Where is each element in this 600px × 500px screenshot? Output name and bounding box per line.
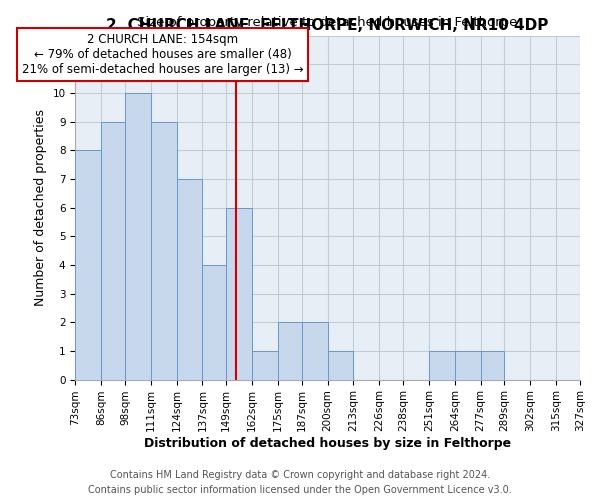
Bar [252, 351, 278, 380]
Bar [75, 150, 101, 380]
Bar [302, 322, 328, 380]
Title: 2, CHURCH LANE, FELTHORPE, NORWICH, NR10 4DP: 2, CHURCH LANE, FELTHORPE, NORWICH, NR10… [106, 18, 549, 33]
Bar [101, 122, 125, 380]
Bar [429, 351, 455, 380]
Bar [176, 179, 202, 380]
Bar [226, 208, 252, 380]
Text: Contains HM Land Registry data © Crown copyright and database right 2024.
Contai: Contains HM Land Registry data © Crown c… [88, 470, 512, 495]
Bar [202, 265, 226, 380]
Bar [455, 351, 481, 380]
Text: Size of property relative to detached houses in Felthorpe: Size of property relative to detached ho… [137, 16, 518, 29]
Bar [481, 351, 505, 380]
Text: 2 CHURCH LANE: 154sqm
← 79% of detached houses are smaller (48)
21% of semi-deta: 2 CHURCH LANE: 154sqm ← 79% of detached … [22, 33, 304, 76]
Bar [125, 93, 151, 380]
Y-axis label: Number of detached properties: Number of detached properties [34, 109, 47, 306]
Bar [328, 351, 353, 380]
X-axis label: Distribution of detached houses by size in Felthorpe: Distribution of detached houses by size … [144, 437, 511, 450]
Bar [278, 322, 302, 380]
Bar [151, 122, 176, 380]
